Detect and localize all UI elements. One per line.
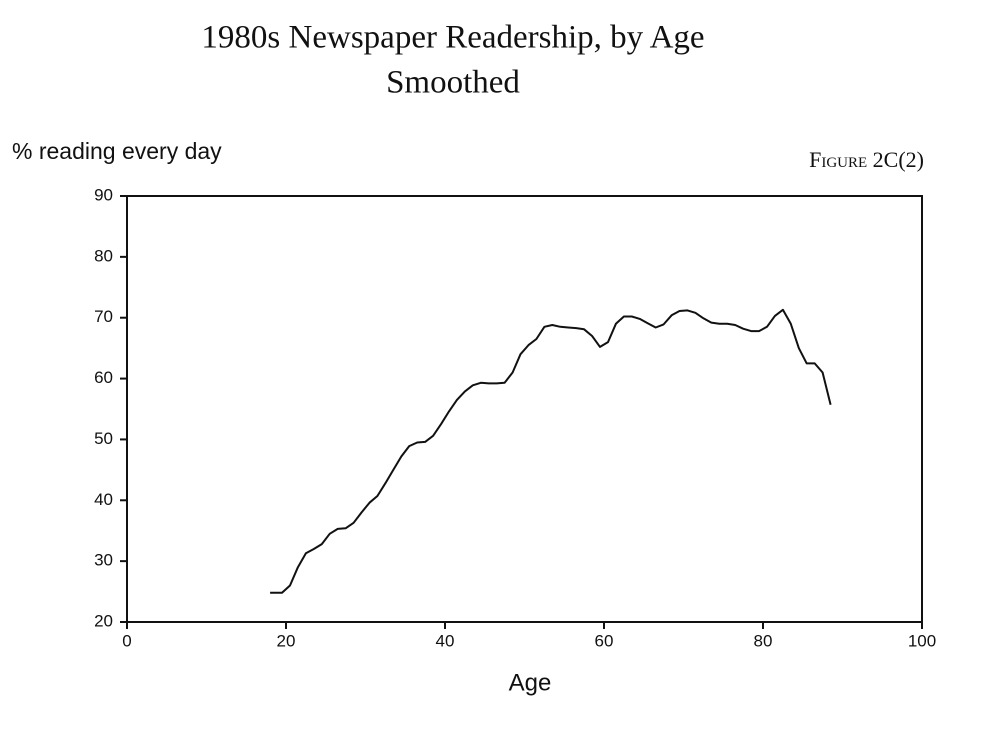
chart-subtitle: Smoothed	[386, 65, 520, 101]
y-tick-label: 90	[94, 185, 113, 204]
y-tick-label: 40	[94, 490, 113, 509]
x-tick-label: 20	[277, 631, 296, 650]
y-tick-label: 30	[94, 551, 113, 570]
y-axis-label: % reading every day	[12, 138, 222, 164]
y-tick-label: 20	[94, 611, 113, 630]
y-tick-label: 70	[94, 307, 113, 326]
data-line	[270, 308, 832, 594]
y-tick-label: 50	[94, 429, 113, 448]
y-tick-label: 60	[94, 368, 113, 387]
x-tick-label: 60	[595, 631, 614, 650]
x-axis-label: Age	[509, 669, 552, 696]
x-tick-label: 100	[908, 631, 936, 650]
figure-label: Figure 2C(2)	[809, 147, 924, 172]
x-tick-label: 80	[754, 631, 773, 650]
x-tick-label: 0	[122, 631, 131, 650]
plot-frame	[126, 195, 923, 623]
x-tick-label: 40	[436, 631, 455, 650]
chart-title: 1980s Newspaper Readership, by Age	[201, 20, 704, 56]
y-tick-label: 80	[94, 246, 113, 265]
